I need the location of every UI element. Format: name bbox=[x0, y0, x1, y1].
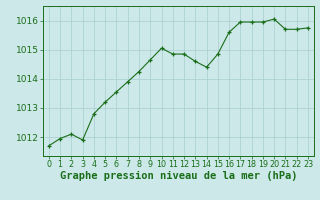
X-axis label: Graphe pression niveau de la mer (hPa): Graphe pression niveau de la mer (hPa) bbox=[60, 171, 297, 181]
